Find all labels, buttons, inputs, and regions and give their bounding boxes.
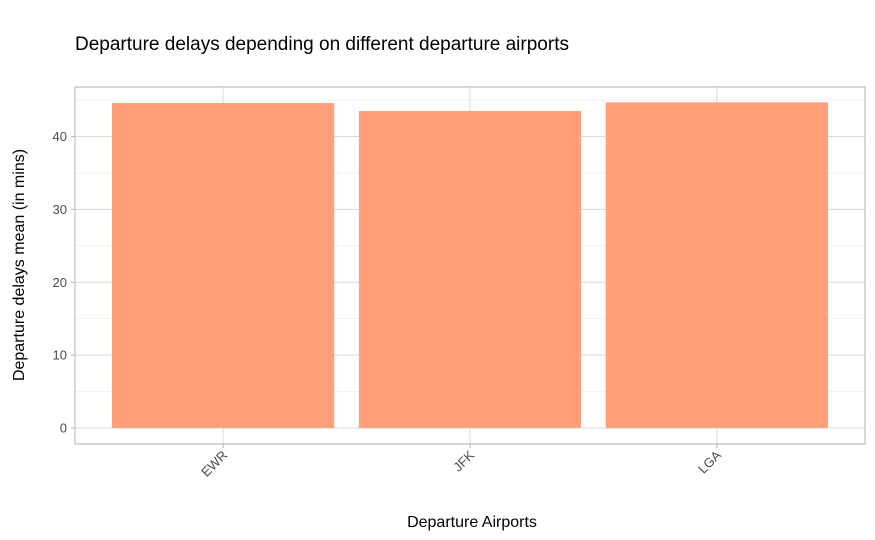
x-tick-label-jfk: JFK: [450, 447, 477, 474]
y-tick-label: 10: [53, 348, 67, 363]
bar-lga: [605, 102, 828, 428]
y-tick-label: 20: [53, 275, 67, 290]
y-tick-label: 40: [53, 129, 67, 144]
y-axis: 0 10 20 30 40: [53, 129, 75, 435]
chart-title: Departure delays depending on different …: [75, 34, 569, 55]
bar-jfk: [358, 111, 582, 428]
y-axis-title: Departure delays mean (in mins): [11, 149, 28, 381]
x-tick-label-lga: LGA: [695, 447, 724, 476]
x-axis-title: Departure Airports: [407, 514, 537, 531]
x-axis: EWR JFK LGA: [198, 444, 724, 480]
x-tick-label-ewr: EWR: [198, 448, 230, 480]
y-tick-label: 0: [60, 420, 67, 435]
bar-ewr: [112, 103, 335, 428]
y-tick-label: 30: [53, 202, 67, 217]
bars: [112, 102, 828, 428]
